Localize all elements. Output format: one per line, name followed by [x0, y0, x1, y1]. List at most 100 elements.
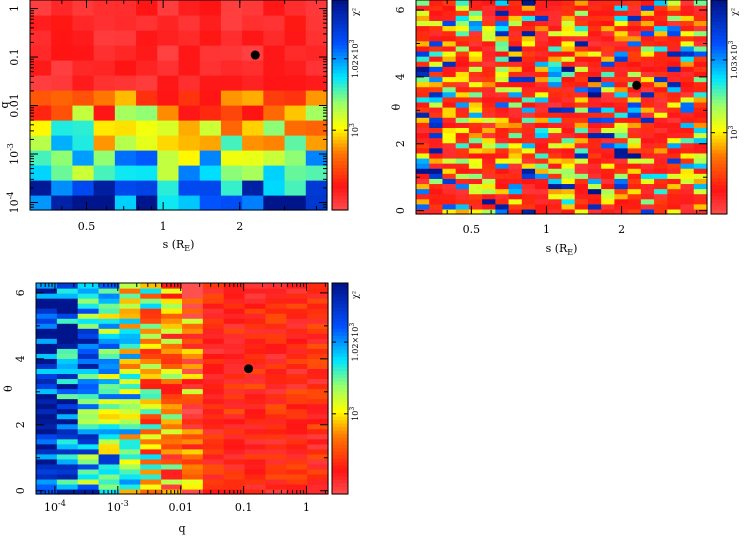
heatmap-cell	[98, 288, 121, 294]
heatmap-cell	[680, 35, 695, 42]
heatmap-cell	[442, 198, 457, 205]
heatmap-cell	[36, 413, 58, 420]
heatmap-cell	[416, 127, 430, 134]
colorbar-segment	[332, 182, 348, 187]
heatmap-cell	[202, 288, 225, 294]
heatmap-cell	[548, 147, 563, 154]
heatmap-cell	[140, 383, 162, 390]
heatmap-cell	[265, 473, 287, 480]
heatmap-cell	[521, 25, 536, 32]
heatmap-cell	[140, 328, 162, 334]
heatmap-cell	[627, 20, 642, 27]
heatmap-cell	[455, 203, 470, 210]
heatmap-cell	[307, 353, 329, 359]
colorbar-segment	[332, 325, 348, 330]
heatmap-cell	[482, 35, 496, 42]
heatmap-cell	[140, 283, 162, 289]
heatmap-cell	[416, 50, 430, 57]
heatmap-cell	[265, 463, 287, 470]
heatmap-cell	[429, 96, 444, 103]
heatmap-cell	[535, 101, 549, 108]
heatmap-cell	[98, 418, 121, 425]
heatmap-cell	[667, 86, 682, 93]
heatmap-cell	[98, 398, 121, 405]
heatmap-cell	[286, 358, 308, 364]
colorbar-segment	[711, 42, 727, 47]
heatmap-cell	[468, 152, 483, 159]
heatmap-cell	[140, 343, 162, 349]
heatmap-cell	[265, 318, 287, 324]
heatmap-cell	[601, 183, 616, 190]
heatmap-cell	[429, 86, 444, 93]
heatmap-cell	[535, 152, 549, 159]
heatmap-cell	[114, 30, 137, 46]
heatmap-cell	[182, 413, 204, 420]
heatmap-cell	[244, 338, 267, 344]
heatmap-cell	[495, 132, 510, 139]
colorbar-segment	[332, 28, 348, 33]
heatmap-cell	[601, 96, 616, 103]
heatmap-cell	[286, 408, 308, 415]
colorbar-segment	[332, 185, 348, 190]
heatmap-cell	[627, 127, 642, 134]
heatmap-cell	[429, 91, 444, 98]
colorbar-segment	[332, 483, 348, 488]
heatmap-cell	[587, 101, 602, 108]
heatmap-cell	[482, 203, 496, 210]
heatmap-cell	[680, 152, 695, 159]
heatmap-cell	[442, 35, 457, 42]
heatmap-cell	[140, 463, 162, 470]
heatmap-cell	[574, 10, 589, 16]
heatmap-cell	[416, 137, 430, 144]
heatmap-cell	[561, 20, 576, 27]
heatmap-cell	[244, 418, 267, 425]
heatmap-cell	[587, 112, 602, 118]
heatmap-cell	[521, 71, 536, 78]
heatmap-cell	[561, 0, 576, 6]
heatmap-cell	[495, 112, 510, 118]
heatmap-cell	[495, 5, 510, 11]
colorbar-segment	[711, 192, 727, 197]
heatmap-cell	[640, 30, 655, 37]
heatmap-cell	[416, 30, 430, 37]
heatmap-cell	[627, 117, 642, 123]
heatmap-cell	[140, 438, 162, 445]
heatmap-cell	[244, 478, 267, 485]
heatmap-cell	[114, 90, 137, 106]
heatmap-cell	[223, 293, 246, 299]
heatmap-cell	[614, 122, 629, 128]
heatmap-cell	[495, 198, 510, 205]
heatmap-cell	[561, 152, 576, 159]
heatmap-cell	[521, 10, 536, 16]
heatmap-cell	[482, 183, 496, 190]
heatmap-cell	[680, 61, 695, 67]
heatmap-cell	[140, 433, 162, 440]
heatmap-cell	[140, 388, 162, 395]
heatmap-cell	[202, 428, 225, 435]
heatmap-cell	[548, 71, 563, 78]
colorbar-segment	[332, 147, 348, 152]
heatmap-cell	[202, 298, 225, 304]
heatmap-cell	[640, 168, 655, 174]
heatmap-cell	[521, 173, 536, 179]
heatmap-cell	[284, 135, 307, 151]
heatmap-cell	[429, 127, 444, 134]
colorbar-segment	[332, 465, 348, 470]
heatmap-cell	[508, 76, 523, 83]
heatmap-cell	[574, 147, 589, 154]
colorbar-segment	[332, 409, 348, 414]
heatmap-cell	[693, 203, 708, 210]
colorbar-segment	[332, 402, 348, 407]
heatmap-cell	[495, 193, 510, 200]
heatmap-cell	[482, 10, 496, 16]
heatmap-cell	[521, 152, 536, 159]
heatmap-cell	[98, 438, 121, 445]
heatmap-cell	[161, 473, 183, 480]
heatmap-cell	[495, 183, 510, 190]
heatmap-cell	[455, 76, 470, 83]
heatmap-cell	[56, 438, 79, 445]
heatmap-cell	[587, 107, 602, 113]
heatmap-cell	[202, 303, 225, 309]
